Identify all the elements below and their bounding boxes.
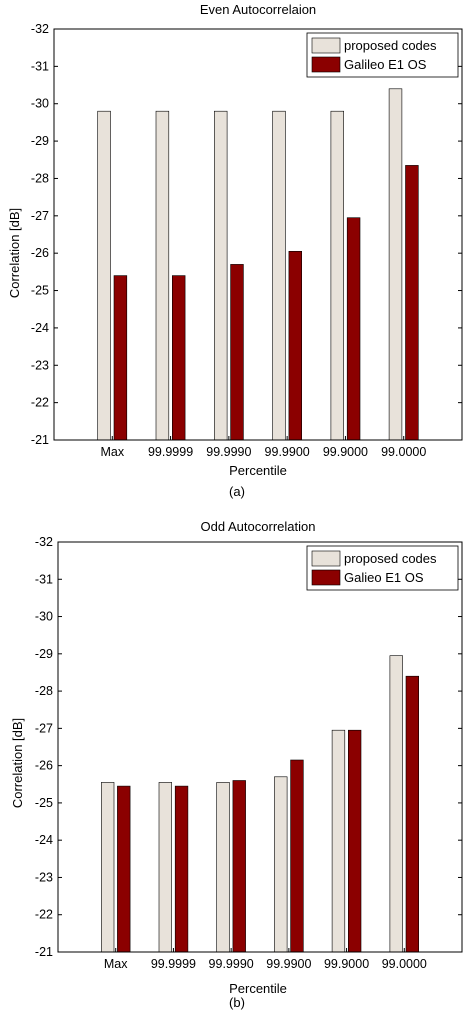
y-tick-label: -21 [35, 945, 53, 959]
y-tick-label: -22 [35, 908, 53, 922]
legend: proposed codes Galileo E1 OS [306, 32, 459, 78]
bar-galileo-1 [172, 275, 186, 441]
y-tick-label: -31 [35, 572, 53, 586]
x-tick-label: 99.9000 [324, 957, 369, 971]
bar-galileo-3 [288, 251, 302, 441]
y-tick-label: -31 [31, 59, 49, 73]
legend-swatch-proposed [311, 37, 341, 54]
y-tick-label: -24 [31, 321, 49, 335]
y-axis-label: Correlation [dB] [10, 718, 25, 808]
y-tick-label: -32 [35, 535, 53, 549]
legend-swatch-galileo [311, 569, 341, 586]
x-tick-label: 99.9999 [148, 445, 193, 459]
y-tick-label: -32 [31, 22, 49, 36]
y-tick-label: -27 [31, 209, 49, 223]
bar-proposed-2 [216, 782, 230, 953]
bar-galileo-5 [405, 675, 419, 953]
y-tick-label: -29 [31, 134, 49, 148]
chart-even-autocorrelation: Even Autocorrelaion -32 -31 -30 -29 -28 -27 -2… [7, 2, 463, 499]
y-tick-label: -25 [31, 284, 49, 298]
bar-proposed-1 [158, 782, 172, 953]
y-tick-label: -28 [35, 684, 53, 698]
bar-galileo-2 [232, 780, 246, 953]
x-tick-label: 99.9000 [323, 445, 368, 459]
bar-proposed-3 [272, 110, 286, 441]
y-tick-label: -21 [31, 433, 49, 447]
bar-proposed-4 [330, 110, 344, 441]
bar-galileo-0 [113, 275, 128, 441]
bar-proposed-5 [388, 88, 403, 441]
bar-galileo-3 [290, 759, 304, 953]
y-tick-label: -27 [35, 721, 53, 735]
x-tick-label: Max [104, 957, 128, 971]
y-tick-label: -30 [31, 97, 49, 111]
bar-galileo-2 [230, 264, 244, 441]
y-tick-label: -29 [35, 647, 53, 661]
y-tick-label: -28 [31, 171, 49, 185]
figure-caption: (a) [229, 484, 245, 499]
x-tick-label: 99.9999 [151, 957, 196, 971]
plot-frame [53, 28, 463, 441]
y-tick-label: -23 [31, 358, 49, 372]
bar-galileo-4 [347, 729, 362, 953]
chart-title: Odd Autocorrelation [201, 519, 316, 534]
figure-caption: (b) [229, 995, 245, 1010]
legend-label: Galileo E1 OS [344, 57, 427, 72]
y-tick-label: -26 [31, 246, 49, 260]
x-axis-label: Percentile [229, 463, 287, 478]
bar-proposed-4 [331, 729, 346, 953]
chart-odd-autocorrelation: Odd Autocorrelation -32 -31 -30 -29 -28 -27 -2… [10, 519, 463, 1010]
legend-label: proposed codes [344, 551, 437, 566]
x-axis-label: Percentile [229, 981, 287, 996]
y-axis-label: Correlation [dB] [7, 208, 22, 298]
y-tick-label: -24 [35, 833, 53, 847]
legend-swatch-galileo [311, 56, 341, 73]
x-tick-label: 99.0000 [382, 957, 427, 971]
plot-frame [57, 541, 463, 953]
bar-galileo-4 [346, 217, 361, 441]
legend-label: proposed codes [344, 38, 437, 53]
y-tick-label: -22 [31, 396, 49, 410]
x-tick-label: 99.9990 [206, 445, 251, 459]
y-tick-label: -30 [35, 610, 53, 624]
legend-swatch-proposed [311, 550, 341, 567]
chart-title: Even Autocorrelaion [200, 2, 316, 17]
bar-galileo-0 [117, 785, 131, 953]
bar-galileo-1 [174, 785, 189, 953]
bar-galileo-5 [405, 165, 419, 441]
x-tick-label: 99.0000 [381, 445, 426, 459]
bar-proposed-2 [214, 110, 228, 441]
x-tick-label: Max [100, 445, 124, 459]
y-tick-label: -23 [35, 870, 53, 884]
x-tick-label: 99.9900 [266, 957, 311, 971]
legend: proposed codes Galieo E1 OS [306, 545, 459, 591]
bar-proposed-3 [274, 776, 288, 953]
x-tick-label: 99.9990 [209, 957, 254, 971]
bar-proposed-0 [101, 782, 115, 953]
bar-proposed-5 [389, 655, 403, 953]
x-tick-label: 99.9900 [265, 445, 310, 459]
bar-proposed-1 [155, 110, 170, 441]
bar-proposed-0 [97, 110, 111, 441]
y-tick-label: -25 [35, 796, 53, 810]
y-tick-label: -26 [35, 759, 53, 773]
legend-label: Galieo E1 OS [344, 570, 424, 585]
